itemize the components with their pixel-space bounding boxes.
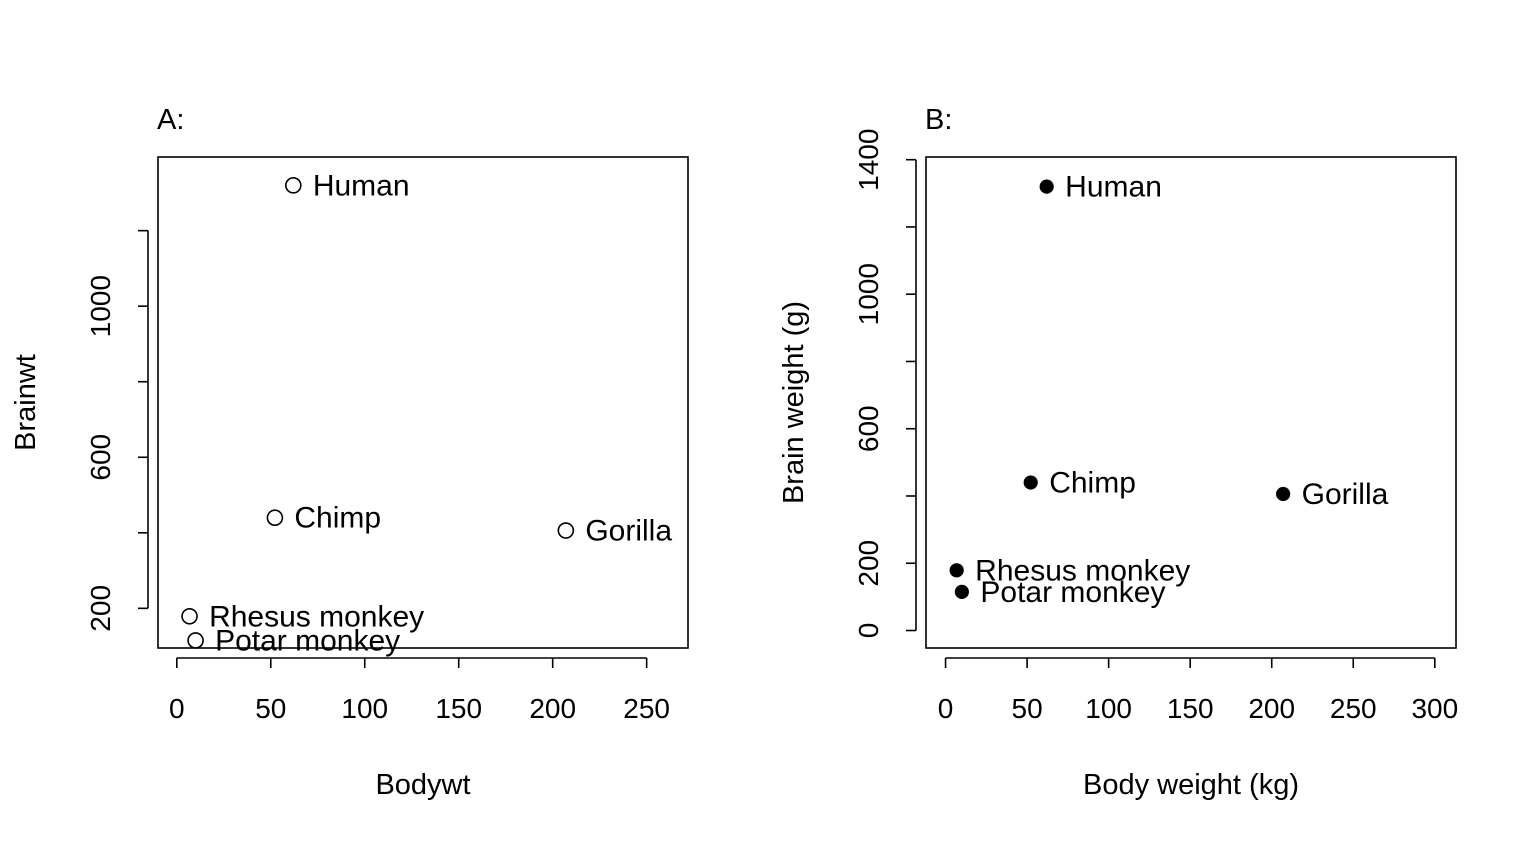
point-label-chimp: Chimp (294, 502, 381, 535)
point-label-gorilla: Gorilla (1302, 478, 1389, 511)
point-gorilla (557, 522, 575, 539)
point-gorilla (1276, 486, 1291, 502)
point-label-potar-monkey: Potar monkey (215, 624, 400, 657)
x-tick-label: 0 (938, 693, 954, 724)
x-tick-label: 100 (341, 693, 388, 724)
y-tick-label: 0 (853, 623, 884, 639)
point-potar-monkey (187, 632, 204, 649)
point-rhesus-monkey (181, 607, 198, 625)
point-label-rhesus-monkey: Rhesus monkey (209, 600, 424, 633)
point-chimp (266, 509, 284, 526)
x-tick-label: 300 (1411, 693, 1458, 724)
panel-title: B: (925, 104, 952, 136)
y-tick-label: 600 (85, 434, 116, 481)
point-label-rhesus-monkey: Rhesus monkey (975, 554, 1190, 587)
y-tick-label: 1400 (853, 129, 884, 191)
point-human (1039, 179, 1054, 194)
x-tick-label: 200 (529, 693, 576, 724)
x-tick-label: 250 (1330, 693, 1377, 724)
point-label-chimp: Chimp (1049, 467, 1136, 500)
panel-b: B: 0 50 100 150 200 250 300 Body weight (kg) 0 200… (778, 104, 1458, 801)
panel-a: A: 0 50 100 150 200 250 Bodywt 200 600 1000 Brainwt… (10, 104, 689, 801)
point-label-potar-monkey: Potar monkey (980, 576, 1165, 609)
y-tick-label: 600 (853, 405, 884, 452)
y-tick-label: 1000 (85, 275, 116, 337)
panel-title: A: (157, 104, 184, 136)
x-tick-label: 50 (255, 693, 286, 724)
x-tick-label: 200 (1248, 693, 1295, 724)
x-axis-title: Body weight (kg) (1083, 769, 1299, 801)
x-tick-label: 250 (623, 693, 670, 724)
point-label-gorilla: Gorilla (585, 515, 672, 548)
point-label-human: Human (313, 169, 410, 202)
x-tick-label: 50 (1012, 693, 1043, 724)
plot-frame (925, 156, 1457, 649)
y-tick-label: 200 (85, 585, 116, 632)
x-tick-label: 100 (1085, 693, 1132, 724)
point-potar-monkey (954, 584, 969, 599)
x-tick-label: 150 (435, 693, 482, 724)
point-human (285, 177, 302, 194)
y-tick-label: 200 (853, 540, 884, 587)
point-rhesus-monkey (949, 563, 964, 578)
point-chimp (1023, 475, 1038, 490)
x-tick-label: 0 (169, 693, 185, 724)
plot-frame (157, 156, 689, 649)
y-tick-label: 1000 (853, 263, 884, 325)
point-label-human: Human (1065, 171, 1162, 204)
y-axis-title: Brain weight (g) (778, 301, 810, 504)
x-axis-title: Bodywt (375, 769, 470, 801)
y-axis-title: Brainwt (10, 354, 42, 451)
x-tick-label: 150 (1167, 693, 1214, 724)
